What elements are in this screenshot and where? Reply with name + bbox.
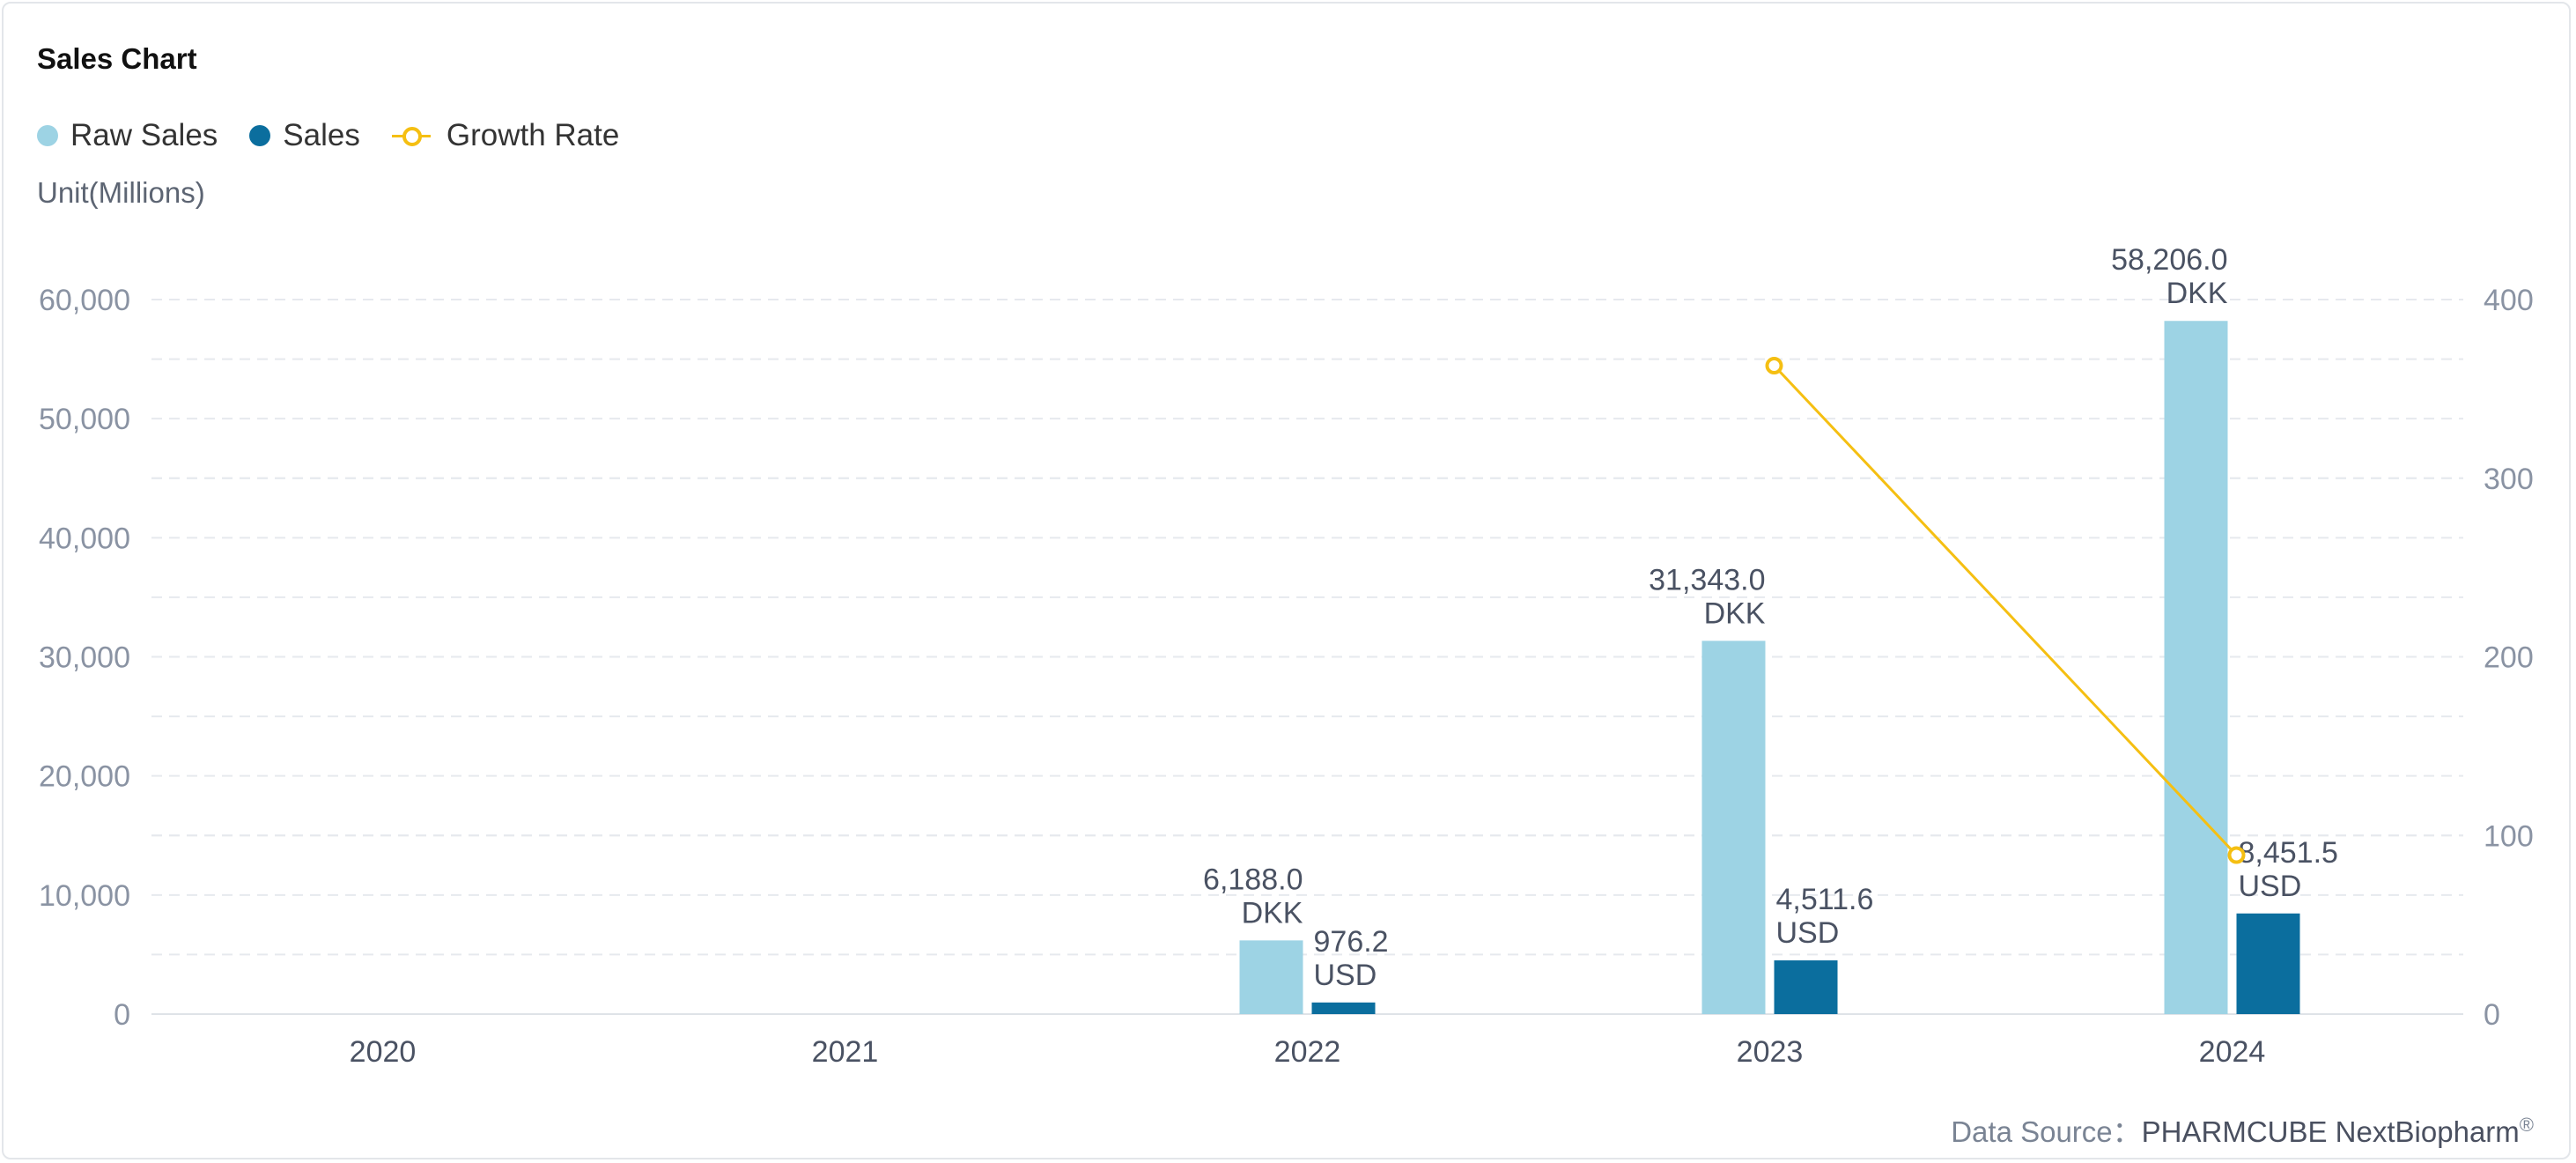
data-label-sales-value: 8,451.5 — [2239, 836, 2338, 870]
y-tick-label: 0 — [114, 998, 130, 1032]
y-tick-label: 10,000 — [39, 879, 130, 913]
data-label-raw-sales-unit: DKK — [1242, 896, 1303, 930]
y-tick-label: 40,000 — [39, 522, 130, 555]
raw-sales-swatch-icon — [37, 125, 58, 146]
legend-item-sales[interactable]: Sales — [249, 118, 360, 153]
data-label-raw-sales-unit: DKK — [1704, 596, 1766, 630]
y2-tick-label: 300 — [2484, 463, 2534, 496]
data-label-raw-sales-value: 6,188.0 — [1203, 863, 1303, 896]
x-tick-label: 2023 — [1737, 1035, 1804, 1069]
legend: Raw Sales Sales Growth Rate — [37, 116, 651, 155]
data-source-prefix: Data Source： — [1951, 1115, 2142, 1148]
data-source: Data Source：PHARMCUBE NextBiopharm® — [1951, 1108, 2534, 1151]
sales-swatch-icon — [249, 125, 271, 146]
y-tick-label: 60,000 — [39, 284, 130, 317]
bar-raw-sales — [2164, 321, 2228, 1014]
x-tick-label: 2020 — [350, 1035, 417, 1069]
bar-sales — [1311, 1002, 1376, 1014]
data-label-sales-unit: USD — [1776, 916, 1840, 950]
y2-tick-label: 0 — [2484, 998, 2500, 1032]
bar-raw-sales — [1239, 940, 1303, 1014]
legend-label-sales: Sales — [283, 118, 360, 152]
data-label-raw-sales-value: 58,206.0 — [2111, 243, 2227, 277]
x-tick-label: 2021 — [812, 1035, 879, 1069]
legend-label-raw-sales: Raw Sales — [70, 118, 218, 152]
chart-title: Sales Chart — [37, 42, 197, 75]
legend-item-raw-sales[interactable]: Raw Sales — [37, 118, 218, 153]
unit-label: Unit(Millions) — [37, 176, 205, 209]
data-label-sales-unit: USD — [1314, 959, 1377, 992]
growth-rate-point — [2227, 846, 2246, 864]
data-label-raw-sales-unit: DKK — [2166, 277, 2228, 310]
data-label-sales-unit: USD — [2239, 870, 2302, 903]
registered-mark: ® — [2519, 1114, 2534, 1136]
data-label-raw-sales-value: 31,343.0 — [1649, 563, 1765, 596]
bar-raw-sales — [1701, 641, 1766, 1014]
legend-item-growth-rate[interactable]: Growth Rate — [391, 118, 620, 153]
y-tick-label: 30,000 — [39, 641, 130, 675]
y2-tick-label: 200 — [2484, 641, 2534, 675]
data-label-sales-value: 4,511.6 — [1776, 883, 1874, 916]
bar-sales — [2236, 913, 2300, 1014]
y2-tick-label: 400 — [2484, 284, 2534, 317]
x-tick-label: 2022 — [1274, 1035, 1341, 1069]
growth-rate-line — [1773, 364, 2238, 856]
y2-tick-label: 100 — [2484, 819, 2534, 853]
x-tick-label: 2024 — [2199, 1035, 2266, 1069]
y-tick-label: 50,000 — [39, 403, 130, 436]
growth-rate-line-icon — [391, 125, 431, 146]
growth-rate-point — [1765, 357, 1783, 375]
legend-label-growth-rate: Growth Rate — [446, 118, 620, 152]
bar-sales — [1774, 960, 1838, 1014]
data-label-sales-value: 976.2 — [1314, 925, 1389, 959]
data-source-brand: PHARMCUBE NextBiopharm — [2141, 1115, 2520, 1148]
y-tick-label: 20,000 — [39, 760, 130, 794]
